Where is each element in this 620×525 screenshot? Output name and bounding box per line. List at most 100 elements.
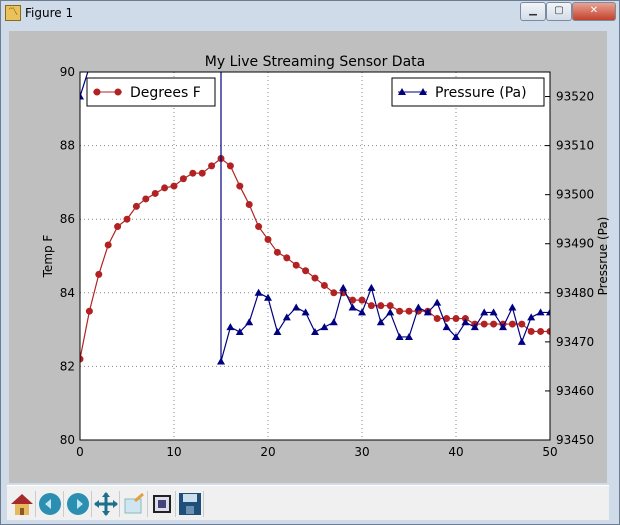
- pan-icon: [94, 492, 118, 516]
- data-point: [546, 308, 550, 316]
- data-point: [480, 308, 489, 316]
- data-point: [255, 223, 263, 231]
- data-point: [527, 327, 535, 335]
- zoom-button[interactable]: [121, 491, 148, 517]
- series-right: [80, 72, 550, 365]
- data-point: [320, 281, 328, 289]
- data-point: [311, 328, 319, 336]
- save-button[interactable]: [177, 491, 204, 517]
- right-y-tick-label: 93490: [556, 237, 594, 251]
- data-point: [236, 182, 244, 190]
- data-point: [179, 175, 187, 183]
- legend-marker: [398, 88, 406, 95]
- left-y-tick-label: 86: [60, 212, 75, 226]
- subplots-button[interactable]: [149, 491, 176, 517]
- data-point: [245, 200, 253, 208]
- window-title: Figure 1: [25, 6, 74, 20]
- right-y-tick-label: 93450: [556, 433, 594, 447]
- data-point: [508, 303, 517, 311]
- data-point: [311, 274, 319, 282]
- data-point: [358, 296, 366, 304]
- minimize-icon: ▁: [529, 5, 537, 16]
- data-point: [114, 223, 122, 231]
- data-point: [499, 323, 507, 331]
- data-point: [273, 328, 282, 336]
- left-y-tick-label: 90: [60, 65, 75, 79]
- subplots-icon: [153, 495, 171, 513]
- data-point: [282, 313, 291, 321]
- data-point: [537, 327, 545, 335]
- data-point: [189, 169, 197, 177]
- right-y-tick-label: 93520: [556, 90, 594, 104]
- data-point: [302, 267, 310, 275]
- data-point: [367, 302, 375, 310]
- home-button[interactable]: [9, 491, 36, 517]
- minimize-button[interactable]: ▁: [520, 2, 546, 21]
- data-point: [508, 320, 516, 328]
- back-icon: [39, 493, 61, 515]
- data-point: [161, 184, 169, 192]
- data-point: [235, 328, 244, 336]
- data-point: [433, 315, 441, 323]
- data-point: [283, 254, 291, 262]
- data-point: [320, 323, 329, 331]
- data-point: [301, 308, 310, 316]
- series-left: [80, 154, 550, 363]
- data-point: [95, 270, 103, 278]
- data-point: [527, 313, 536, 321]
- data-point: [208, 162, 216, 170]
- right-y-tick-label: 93460: [556, 384, 594, 398]
- x-tick-label: 0: [76, 445, 84, 459]
- chart-title: My Live Streaming Sensor Data: [205, 54, 425, 70]
- data-point: [405, 332, 413, 340]
- title-bar[interactable]: 〽 Figure 1 ▁ ▢ ✕: [1, 1, 619, 25]
- data-point: [348, 303, 357, 311]
- close-icon: ✕: [589, 5, 599, 16]
- data-point: [443, 315, 451, 323]
- data-point: [546, 327, 550, 335]
- data-point: [376, 318, 385, 326]
- data-point: [226, 162, 234, 170]
- back-button[interactable]: [37, 491, 64, 517]
- data-point: [339, 283, 348, 291]
- left-y-tick-label: 82: [60, 359, 75, 373]
- data-point: [245, 318, 254, 326]
- data-point: [480, 320, 488, 328]
- data-point: [396, 307, 404, 315]
- forward-button[interactable]: [65, 491, 92, 517]
- plot-area: [80, 72, 550, 440]
- matplotlib-app-icon: 〽: [5, 5, 21, 21]
- data-point: [367, 283, 376, 291]
- close-button[interactable]: ✕: [572, 2, 616, 21]
- maximize-button[interactable]: ▢: [546, 2, 572, 21]
- pan-button[interactable]: [93, 491, 120, 517]
- data-point: [377, 302, 385, 310]
- data-point: [123, 215, 131, 223]
- data-point: [405, 307, 413, 315]
- right-y-tick-label: 93500: [556, 188, 594, 202]
- navigation-toolbar: [7, 485, 609, 520]
- save-icon: [179, 493, 201, 515]
- legend-marker: [114, 88, 122, 96]
- data-point: [170, 182, 178, 190]
- data-point: [273, 248, 281, 256]
- legend-label: Pressure (Pa): [435, 85, 527, 101]
- data-point: [330, 289, 338, 297]
- axes-frame: [79, 71, 551, 441]
- left-y-tick-label: 88: [60, 139, 75, 153]
- data-point: [536, 308, 545, 316]
- data-point: [470, 323, 479, 331]
- right-axis-label: Pressrue (Pa): [596, 217, 610, 296]
- data-point: [490, 320, 498, 328]
- forward-icon: [67, 493, 89, 515]
- data-point: [85, 307, 93, 315]
- data-point: [461, 318, 470, 326]
- data-point: [349, 296, 357, 304]
- data-point: [358, 308, 366, 316]
- data-point: [226, 323, 235, 331]
- x-tick-label: 30: [354, 445, 369, 459]
- legend-marker: [93, 88, 101, 96]
- x-tick-label: 10: [166, 445, 181, 459]
- data-point: [433, 298, 442, 306]
